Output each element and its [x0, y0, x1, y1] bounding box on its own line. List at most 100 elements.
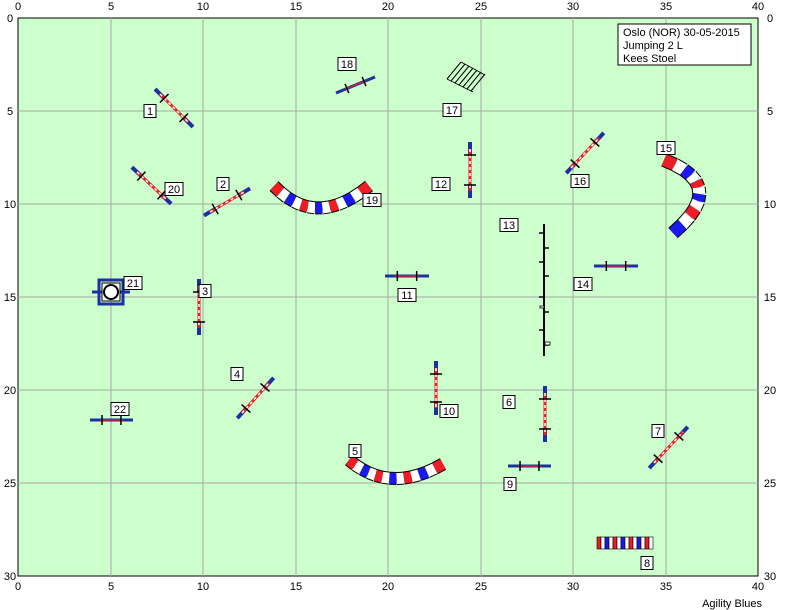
x-tick: 25: [475, 581, 487, 593]
jump-16: [564, 131, 606, 175]
number-label-5: 5: [348, 444, 362, 458]
number-label-10: 10: [439, 404, 459, 418]
number-label-text: 2: [220, 179, 226, 191]
number-label-19: 19: [362, 193, 382, 207]
wall-11: [385, 271, 429, 281]
number-label-1: 1: [143, 104, 157, 118]
number-label-text: 21: [127, 278, 139, 290]
x-tick: 10: [197, 1, 209, 13]
jump-20: [130, 165, 173, 206]
number-label-text: 19: [366, 195, 378, 207]
y-tick: 30: [4, 571, 16, 583]
number-label-text: 7: [655, 426, 661, 438]
number-label-text: 4: [234, 369, 240, 381]
tire-21: [92, 278, 130, 306]
x-tick: 25: [475, 1, 487, 13]
y-tick: 10: [4, 199, 16, 211]
number-label-text: 17: [446, 105, 458, 117]
number-label-text: 12: [435, 179, 447, 191]
x-ticks-bottom: 0 5 10 15 20 25 30 35 40: [15, 581, 764, 593]
number-label-12: 12: [431, 177, 451, 191]
footer-credit: Agility Blues: [702, 598, 762, 610]
wall-18: [335, 75, 376, 95]
number-label-text: 13: [503, 220, 515, 232]
number-label-text: 5: [352, 446, 358, 458]
number-label-2: 2: [216, 177, 230, 191]
x-tick: 10: [197, 581, 209, 593]
x-ticks-top: 0 5 10 15 20 25 30 35 40: [15, 1, 764, 13]
y-ticks-left: 0 5 10 15 20 25 30: [4, 13, 16, 583]
x-tick: 5: [108, 581, 114, 593]
number-label-21: 21: [123, 276, 143, 290]
tunnel-19: [269, 180, 373, 215]
x-tick: 40: [752, 581, 764, 593]
number-label-14: 14: [573, 277, 593, 291]
y-tick: 30: [764, 571, 776, 583]
number-label-7: 7: [651, 424, 665, 438]
number-label-text: 9: [507, 479, 513, 491]
jump-4: [235, 376, 276, 420]
number-label-9: 9: [503, 477, 517, 491]
number-label-text: 16: [574, 176, 586, 188]
x-tick: 20: [382, 581, 394, 593]
x-tick: 20: [382, 1, 394, 13]
x-tick: 30: [567, 1, 579, 13]
x-tick: 35: [660, 581, 672, 593]
y-tick: 5: [767, 106, 773, 118]
number-label-6: 6: [502, 395, 516, 409]
y-tick: 0: [7, 13, 13, 25]
jump-12: [464, 142, 476, 198]
x-tick: 35: [660, 1, 672, 13]
x-tick: 40: [752, 1, 764, 13]
number-label-text: 1: [147, 106, 153, 118]
wall-22: [90, 415, 133, 425]
number-label-text: 8: [644, 558, 650, 570]
y-tick: 10: [764, 199, 776, 211]
wall-14: [594, 261, 638, 271]
number-label-text: 22: [114, 404, 126, 416]
info-box: Oslo (NOR) 30-05-2015 Jumping 2 L Kees S…: [617, 23, 752, 66]
number-label-16: 16: [570, 174, 590, 188]
number-label-text: 11: [401, 290, 412, 302]
x-tick: 15: [290, 581, 302, 593]
number-label-4: 4: [230, 367, 244, 381]
number-label-13: 13: [499, 218, 519, 232]
y-tick: 25: [4, 478, 16, 490]
y-tick: 20: [4, 385, 16, 397]
jump-1: [153, 87, 195, 129]
number-label-22: 22: [110, 402, 130, 416]
number-label-20: 20: [164, 182, 184, 196]
number-label-text: 10: [443, 406, 455, 418]
number-label-18: 18: [337, 57, 357, 71]
tunnel-8: [596, 536, 654, 550]
wall-9: [508, 461, 551, 471]
obstacles: [90, 61, 707, 550]
info-event: Oslo (NOR) 30-05-2015: [623, 27, 740, 39]
number-label-text: 14: [577, 279, 589, 291]
number-label-text: 6: [506, 397, 512, 409]
y-ticks-right: 0 5 10 15 20 25 30: [764, 13, 776, 583]
number-label-3: 3: [198, 284, 212, 298]
jump-2: [202, 186, 252, 218]
y-tick: 15: [764, 292, 776, 304]
number-label-text: 18: [341, 59, 353, 71]
jump-6: [539, 386, 551, 442]
info-class: Jumping 2 L: [623, 40, 683, 52]
number-label-text: 15: [660, 143, 672, 155]
dogwalk-13: [539, 224, 551, 356]
x-tick: 0: [15, 581, 21, 593]
weave-17: [446, 61, 486, 93]
x-tick: 30: [567, 581, 579, 593]
tunnel-5: [344, 454, 447, 486]
number-label-11: 11: [397, 288, 417, 302]
jump-7: [647, 425, 690, 470]
number-label-15: 15: [656, 141, 676, 155]
x-tick: 5: [108, 1, 114, 13]
number-label-8: 8: [640, 556, 654, 570]
tunnel-15: [661, 153, 707, 239]
number-label-text: 20: [168, 184, 180, 196]
info-judge: Kees Stoel: [623, 53, 676, 65]
y-tick: 0: [767, 13, 773, 25]
number-label-text: 3: [202, 286, 208, 298]
